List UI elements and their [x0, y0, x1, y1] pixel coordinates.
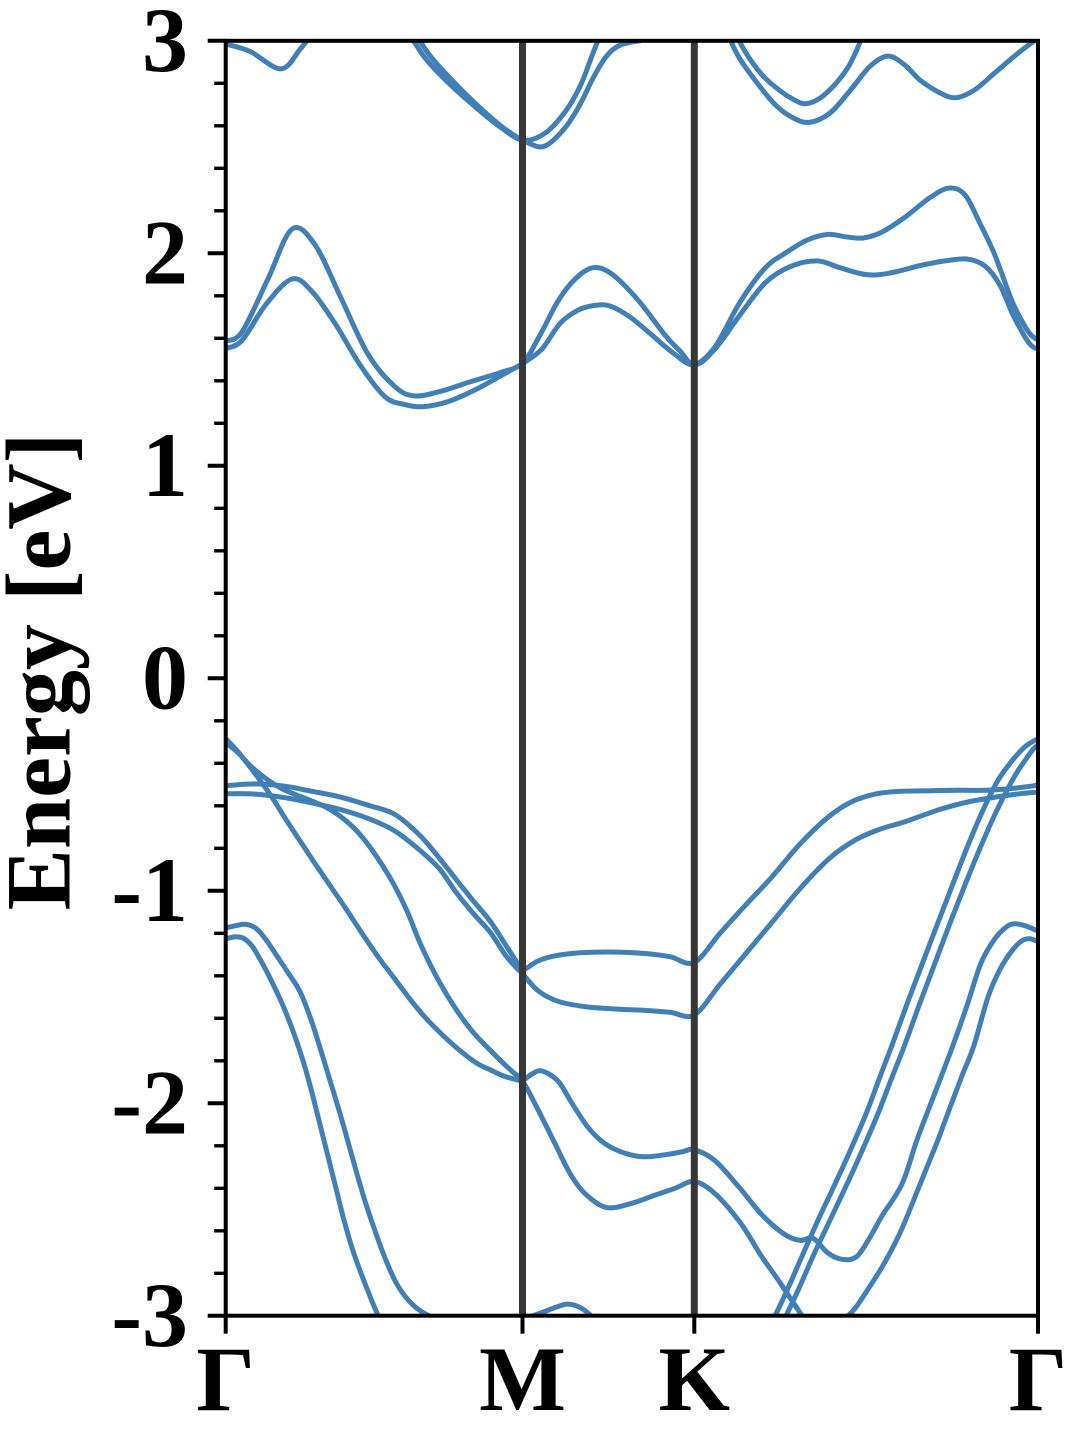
- svg-text:1: 1: [142, 414, 188, 516]
- svg-text:-2: -2: [111, 1051, 188, 1153]
- svg-text:-1: -1: [111, 839, 188, 941]
- svg-text:K: K: [659, 1328, 731, 1430]
- svg-text:Γ: Γ: [196, 1328, 255, 1430]
- svg-text:Γ: Γ: [1009, 1328, 1068, 1430]
- svg-text:M: M: [479, 1328, 566, 1430]
- svg-text:Energy [eV]: Energy [eV]: [0, 433, 90, 911]
- svg-text:3: 3: [142, 0, 188, 91]
- svg-text:2: 2: [142, 201, 188, 303]
- svg-text:-3: -3: [111, 1264, 188, 1366]
- svg-text:0: 0: [142, 626, 188, 728]
